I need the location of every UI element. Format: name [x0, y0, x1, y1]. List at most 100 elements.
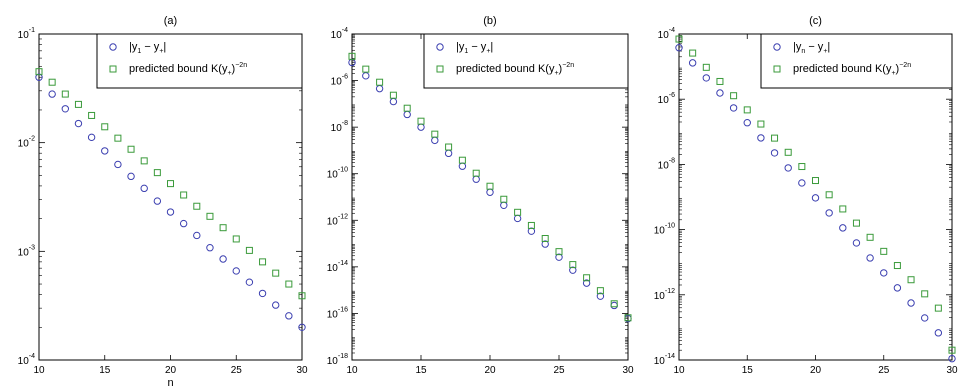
y-tick-label: 10-8: [331, 120, 348, 134]
legend-label: |yn − y+|: [793, 41, 830, 55]
data-point-circle: [934, 329, 943, 337]
data-point-square: [219, 224, 227, 232]
y-tick-label: 10-1: [18, 27, 35, 41]
data-point-circle: [48, 90, 56, 98]
chart-panel-2: 10-14 10-12 10-10 10-8 10-6 10-4 10 15 20 25 30 (c)…: [654, 15, 958, 376]
x-tick-label: 15: [742, 365, 754, 376]
y-tick-label: 10-18: [327, 353, 348, 367]
data-point-circle: [839, 224, 847, 232]
legend: |y1 − y+| predicted bound K(y+)−2n: [96, 33, 303, 89]
data-point-circle: [258, 289, 267, 298]
data-point-circle: [153, 197, 162, 205]
data-point-square: [167, 180, 174, 188]
data-point-square: [583, 274, 591, 282]
data-point-square: [88, 111, 96, 119]
data-point-circle: [166, 208, 175, 216]
series-1: [348, 52, 632, 322]
data-point-square: [272, 269, 280, 277]
data-point-circle: [948, 354, 956, 363]
data-point-square: [743, 106, 751, 114]
y-tick-label: 10-4: [658, 27, 675, 41]
data-point-square: [486, 182, 494, 190]
data-point-circle: [179, 219, 188, 228]
data-point-circle: [852, 239, 861, 247]
data-point-square: [880, 247, 888, 255]
data-point-square: [140, 157, 148, 165]
data-point-square: [500, 195, 508, 203]
data-point-square: [206, 212, 214, 220]
y-tick-label: 10-16: [327, 306, 348, 320]
data-point-square: [771, 134, 779, 142]
legend-marker-circle: [436, 43, 444, 51]
data-point-square: [193, 202, 201, 210]
x-tick-label: 30: [296, 365, 308, 376]
data-point-square: [458, 156, 466, 164]
legend: |y1 − y+| predicted bound K(y+)−2n: [423, 33, 629, 89]
data-point-circle: [486, 188, 494, 196]
data-point-circle: [472, 175, 480, 183]
legend-label: predicted bound K(y+)−2n: [793, 62, 911, 77]
data-point-circle: [140, 184, 148, 193]
data-point-circle: [688, 59, 697, 67]
data-point-circle: [702, 74, 710, 82]
legend: |yn − y+| predicted bound K(y+)−2n: [760, 33, 953, 89]
data-point-circle: [500, 201, 508, 210]
data-point-circle: [272, 301, 280, 309]
data-point-square: [285, 280, 293, 288]
y-tick-label: 10-4: [18, 353, 35, 367]
data-point-square: [348, 52, 356, 60]
data-point-square: [232, 235, 240, 243]
legend-label: predicted bound K(y+)−2n: [456, 62, 574, 77]
legend-marker-square: [109, 65, 117, 73]
data-point-circle: [541, 240, 549, 248]
data-point-square: [48, 78, 56, 86]
y-tick-label: 10-12: [654, 288, 675, 302]
data-point-square: [114, 134, 122, 142]
x-axis-label: n: [167, 377, 173, 389]
chart-panel-1: 10-18 10-16 10-14 10-12 10-10 10-8 10-6 10-4 10 1…: [327, 15, 634, 376]
data-point-circle: [757, 134, 765, 142]
y-tick-label: 10-3: [18, 244, 35, 258]
data-point-circle: [596, 292, 605, 300]
y-tick-label: 10-12: [327, 213, 348, 227]
y-tick-label: 10-14: [327, 260, 348, 274]
data-point-circle: [431, 136, 439, 145]
data-point-circle: [743, 119, 751, 127]
data-point-circle: [61, 105, 70, 113]
series-0: [675, 43, 956, 363]
data-point-square: [541, 235, 549, 243]
data-point-circle: [610, 301, 618, 310]
x-tick-label: 10: [346, 365, 358, 376]
data-point-square: [74, 100, 82, 108]
series-0: [35, 73, 306, 331]
x-tick-label: 25: [231, 365, 243, 376]
data-point-square: [431, 130, 439, 138]
data-point-square: [624, 314, 632, 322]
data-point-circle: [675, 43, 683, 52]
data-point-circle: [798, 179, 806, 187]
data-point-square: [153, 169, 161, 177]
y-tick-label: 10-10: [654, 223, 675, 237]
data-point-circle: [569, 266, 577, 274]
data-point-square: [403, 104, 411, 112]
x-tick-label: 10: [673, 365, 685, 376]
legend-marker-square: [773, 65, 781, 73]
data-point-square: [784, 148, 792, 156]
chart-title: (a): [164, 15, 177, 27]
data-point-circle: [298, 323, 306, 331]
x-tick-label: 30: [946, 365, 958, 376]
data-point-circle: [582, 279, 591, 287]
chart-title: (c): [809, 15, 822, 27]
data-point-circle: [114, 160, 122, 169]
data-point-circle: [729, 104, 738, 112]
y-tick-label: 10-6: [331, 74, 348, 88]
data-point-square: [812, 177, 819, 185]
data-point-square: [934, 304, 942, 312]
data-point-circle: [825, 209, 833, 217]
data-point-circle: [866, 254, 874, 262]
y-tick-label: 10-8: [658, 157, 675, 171]
data-point-circle: [74, 119, 83, 128]
y-tick-label: 10-10: [327, 167, 348, 181]
data-point-square: [445, 143, 453, 151]
